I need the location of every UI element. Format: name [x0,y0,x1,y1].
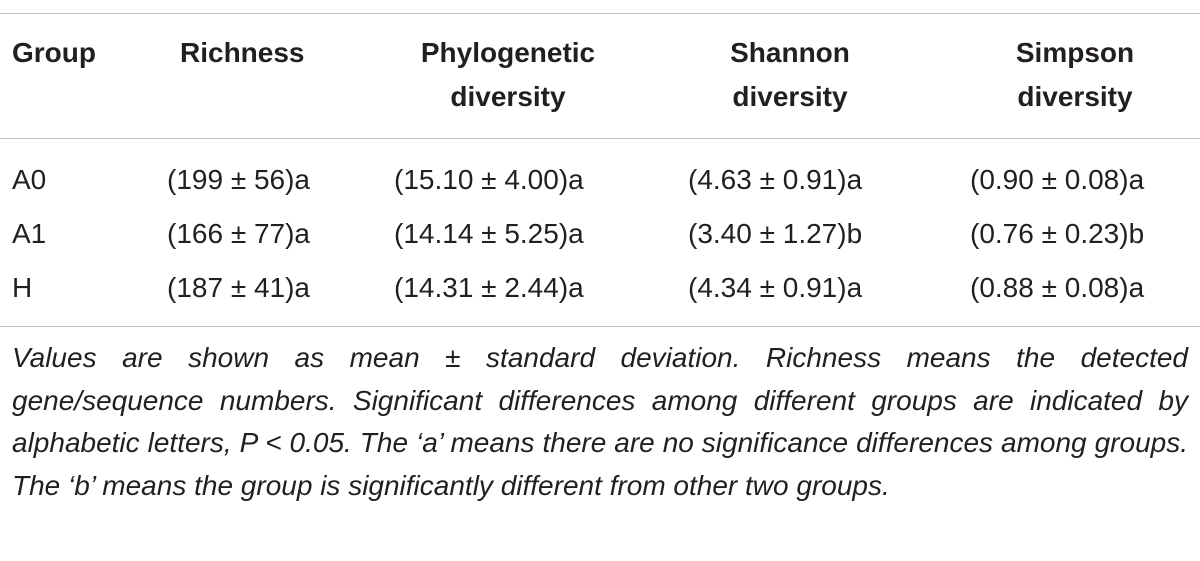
table-bottom-rule [0,326,1200,327]
cell-simpson: (0.90 ± 0.08)a [970,164,1145,195]
cell-shannon: (4.63 ± 0.91)a [688,164,863,195]
cell-group: A1 [12,218,47,249]
header-simpson-diversity: Simpson diversity [1015,37,1135,112]
cell-simpson: (0.88 ± 0.08)a [970,272,1145,303]
cell-richness: (199 ± 56)a [167,164,311,195]
header-phylogenetic-diversity: Phylogenetic diversity [420,37,596,112]
header-group: Group [12,37,96,68]
cell-phylogenetic: (14.31 ± 2.44)a [394,272,584,303]
cell-richness: (166 ± 77)a [167,218,311,249]
table-header-rule [0,138,1200,139]
cell-simpson: (0.76 ± 0.23)b [970,218,1145,249]
cell-phylogenetic: (15.10 ± 4.00)a [394,164,584,195]
header-shannon-diversity: Shannon diversity [730,37,850,112]
cell-group: A0 [12,164,47,195]
table-top-rule [0,13,1200,14]
cell-richness: (187 ± 41)a [167,272,311,303]
table-footnote: Values are shown as mean ± standard devi… [12,342,1188,501]
cell-shannon: (4.34 ± 0.91)a [688,272,863,303]
header-richness: Richness [180,37,305,68]
cell-group: H [12,272,33,303]
cell-phylogenetic: (14.14 ± 5.25)a [394,218,584,249]
cell-shannon: (3.40 ± 1.27)b [688,218,863,249]
